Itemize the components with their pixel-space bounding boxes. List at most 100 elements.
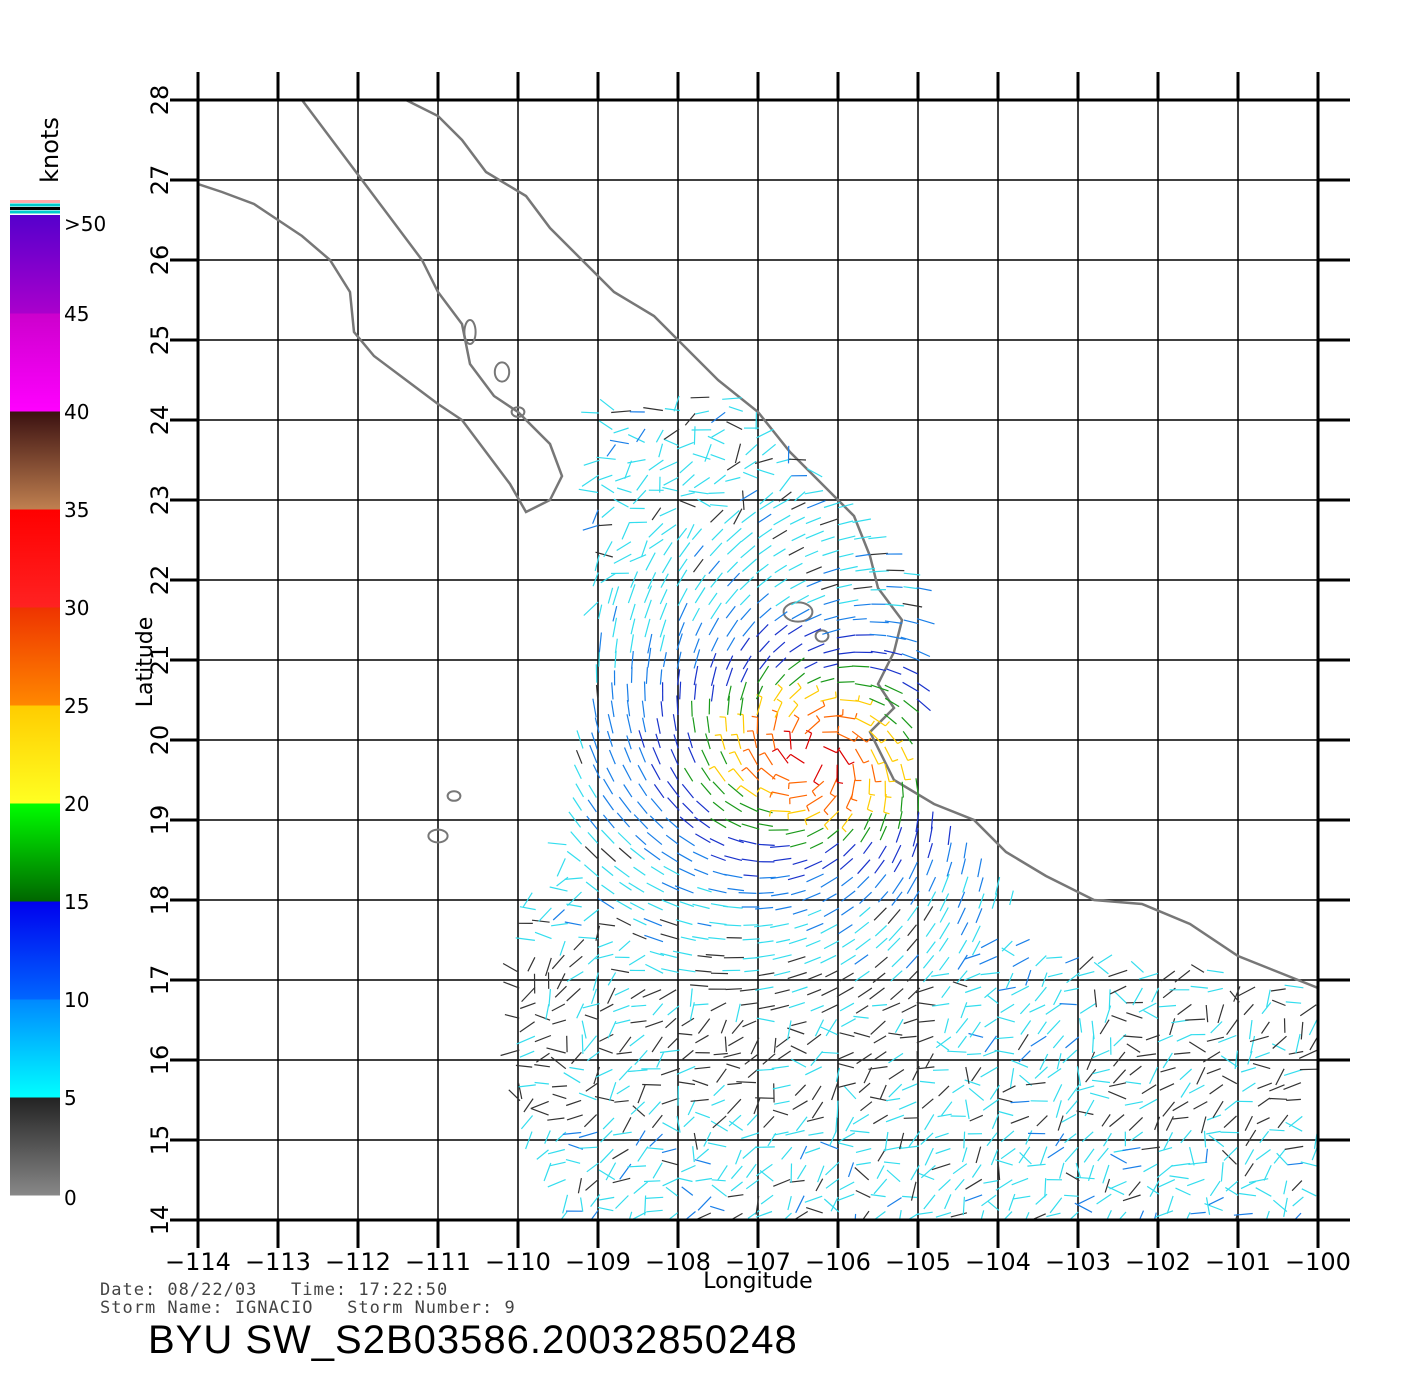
wind-barb [806, 1033, 822, 1046]
wind-barb [583, 601, 599, 616]
wind-barb [939, 893, 950, 912]
wind-barb [1125, 1081, 1142, 1085]
wind-barb [879, 813, 887, 832]
wind-barb [772, 641, 786, 653]
wind-barb [679, 461, 693, 474]
wind-barb [736, 734, 742, 750]
wind-barb [806, 873, 824, 883]
wind-barb [725, 988, 742, 991]
mainland-coastline [405, 100, 1318, 990]
lat-tick-label: 21 [146, 645, 174, 676]
wind-barb [616, 917, 632, 926]
wind-barb [838, 1063, 855, 1069]
wind-barb [727, 1082, 742, 1086]
wind-barb [645, 552, 656, 571]
wind-barb [875, 937, 888, 949]
wind-barb [792, 909, 808, 915]
wind-barb [754, 924, 773, 928]
wind-barb [659, 602, 668, 621]
wind-barb [1226, 1018, 1239, 1036]
wind-barb [755, 1195, 760, 1215]
wind-barb-flag [728, 751, 735, 755]
wind-barb [790, 842, 807, 848]
wind-barb [727, 695, 730, 715]
wind-barb [547, 1148, 565, 1155]
wind-barb [789, 516, 805, 525]
wind-barb [695, 622, 703, 636]
wind-barb [697, 498, 711, 508]
wind-barb-flag [811, 790, 817, 797]
wind-barb-flag [907, 758, 914, 761]
wind-barb [632, 932, 647, 940]
wind-barb [611, 410, 632, 414]
wind-barb [1106, 1209, 1112, 1220]
wind-barb [882, 1002, 901, 1012]
wind-barb [544, 1130, 551, 1144]
wind-barb [547, 1117, 565, 1121]
wind-barb [575, 783, 585, 798]
wind-barb [964, 953, 981, 960]
wind-barb [932, 1003, 950, 1007]
wind-barb [821, 536, 835, 542]
wind-barb [822, 549, 839, 557]
wind-barb [772, 954, 792, 960]
wind-barb [1068, 1211, 1079, 1220]
wind-barb [599, 1033, 614, 1042]
wind-barb [711, 429, 725, 438]
wind-barb [692, 903, 710, 910]
wind-barb [726, 461, 741, 471]
wind-barb [983, 1180, 998, 1184]
wind-barb [564, 921, 582, 926]
wind-barb [740, 1002, 759, 1006]
wind-barb [690, 396, 710, 399]
wind-barb [725, 588, 739, 605]
wind-barb [693, 545, 704, 557]
wind-barb [756, 575, 772, 588]
wind-barb [869, 1096, 888, 1102]
wind-barb [1065, 1172, 1080, 1182]
wind-barb [693, 426, 696, 445]
wind-barb [536, 1149, 549, 1160]
wind-barb-flag [736, 785, 742, 791]
wind-barb [587, 831, 599, 844]
wind-barb [1093, 961, 1109, 975]
wind-barb [947, 825, 952, 845]
wind-barb [726, 637, 736, 651]
wind-barb [739, 594, 751, 606]
wind-barb [1237, 986, 1256, 997]
wind-barb [805, 613, 822, 622]
wind-barb [941, 1101, 953, 1116]
island [446, 790, 462, 802]
wind-barb [804, 720, 821, 735]
wind-barb [697, 955, 712, 958]
wind-barb [1110, 1153, 1127, 1164]
wind-barb [742, 621, 756, 637]
wind-barb [689, 988, 693, 1007]
wind-barb [873, 1211, 886, 1220]
wind-barb [1019, 1151, 1032, 1165]
wind-barb [728, 1114, 742, 1127]
wind-barb-flag [768, 810, 772, 817]
wind-barb [648, 538, 664, 550]
wind-barb [642, 1083, 662, 1086]
wind-barb [870, 1194, 886, 1198]
wind-barb [863, 841, 873, 855]
wind-barb [1024, 1211, 1030, 1220]
wind-barb [962, 1196, 965, 1216]
wind-barb [1298, 1049, 1318, 1059]
wind-barb [958, 939, 968, 954]
wind-barb [562, 1194, 569, 1214]
wind-barb [598, 651, 600, 667]
wind-barb [870, 666, 887, 672]
wind-barb [823, 907, 840, 918]
wind-barb [711, 1179, 726, 1182]
wind-barb [707, 435, 725, 445]
wind-barb [649, 815, 664, 829]
wind-barb [823, 746, 837, 754]
wind-barb [660, 1067, 681, 1076]
wind-barb [1165, 1116, 1174, 1131]
wind-barb [1020, 1020, 1032, 1035]
wind-barb-flag [857, 695, 860, 702]
wind-barb [853, 603, 871, 607]
wind-barb [746, 767, 760, 781]
